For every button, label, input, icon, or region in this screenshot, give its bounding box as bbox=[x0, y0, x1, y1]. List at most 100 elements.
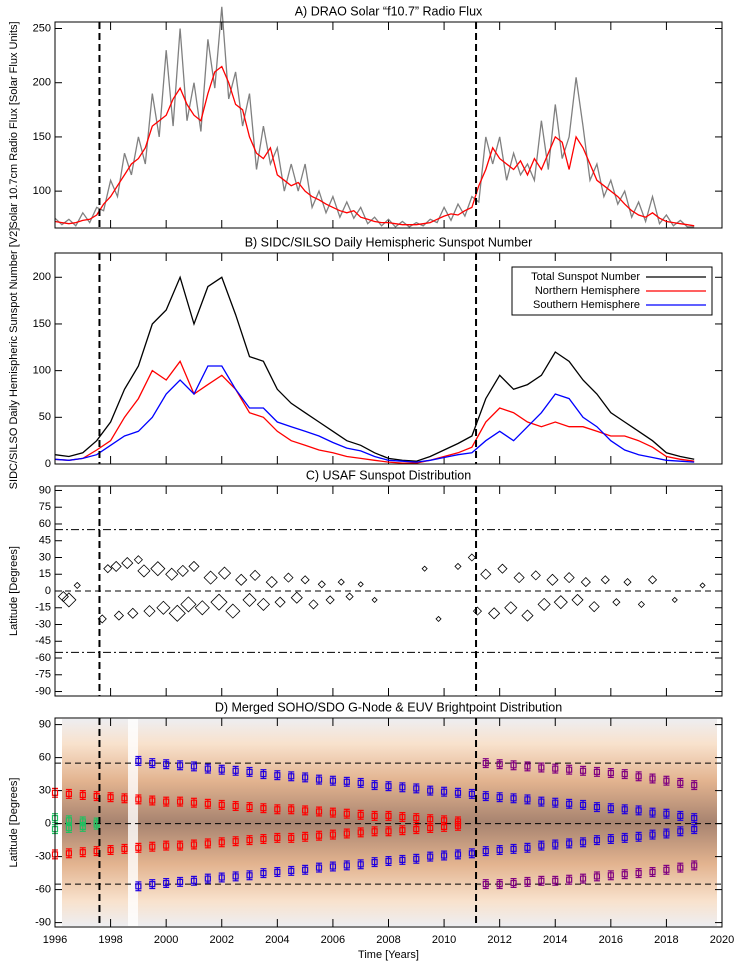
error-point bbox=[149, 879, 156, 890]
x-tick-label: 2020 bbox=[710, 934, 734, 946]
sunspot-marker bbox=[133, 555, 143, 565]
error-point bbox=[427, 785, 434, 796]
error-point bbox=[566, 838, 573, 849]
error-point bbox=[427, 822, 434, 834]
point-marker bbox=[552, 841, 559, 848]
error-point bbox=[552, 763, 559, 774]
error-point bbox=[538, 762, 545, 773]
error-point bbox=[218, 799, 225, 810]
error-point bbox=[190, 797, 198, 808]
sunspot-marker bbox=[497, 563, 508, 574]
legend-label: Northern Hemisphere bbox=[535, 285, 640, 297]
point-marker bbox=[510, 762, 517, 769]
error-point bbox=[454, 820, 462, 831]
error-point bbox=[454, 787, 462, 798]
sunspot-marker bbox=[454, 562, 462, 570]
sunspot-marker bbox=[290, 591, 303, 604]
point-marker bbox=[649, 775, 656, 782]
point-marker bbox=[691, 781, 698, 789]
sunspot-marker bbox=[217, 566, 232, 580]
point-marker bbox=[566, 840, 573, 847]
error-point bbox=[107, 844, 114, 856]
sunspot-marker bbox=[61, 592, 77, 608]
error-point bbox=[566, 764, 573, 775]
error-point bbox=[163, 759, 170, 770]
error-point bbox=[677, 777, 684, 788]
error-point bbox=[399, 854, 406, 865]
y-tick-label: 200 bbox=[33, 271, 51, 283]
y-tick-label: 60 bbox=[39, 518, 51, 530]
point-marker bbox=[274, 834, 281, 842]
error-point bbox=[468, 788, 475, 799]
error-point bbox=[413, 783, 420, 794]
point-marker bbox=[607, 835, 614, 843]
point-marker bbox=[357, 861, 364, 868]
error-point bbox=[607, 767, 614, 779]
sunspot-marker bbox=[637, 600, 645, 608]
error-point bbox=[204, 763, 211, 774]
point-marker bbox=[176, 798, 184, 805]
series-line bbox=[54, 65, 695, 227]
error-point bbox=[176, 876, 184, 887]
error-point bbox=[607, 833, 614, 845]
error-point bbox=[343, 776, 350, 787]
point-marker bbox=[163, 842, 170, 849]
point-marker bbox=[635, 807, 642, 814]
sunspot-marker bbox=[143, 605, 156, 618]
y-tick-label: -60 bbox=[35, 652, 51, 664]
point-marker bbox=[371, 781, 378, 789]
error-point bbox=[635, 771, 642, 782]
sunspot-marker bbox=[357, 581, 364, 588]
point-marker bbox=[510, 795, 517, 802]
sunspot-marker bbox=[513, 572, 525, 584]
sunspot-marker bbox=[194, 600, 210, 616]
error-point bbox=[593, 871, 601, 882]
error-point bbox=[635, 868, 642, 879]
error-point bbox=[496, 844, 503, 856]
sunspot-marker bbox=[472, 606, 482, 616]
point-marker bbox=[315, 776, 323, 783]
error-point bbox=[302, 864, 309, 875]
error-point bbox=[635, 805, 642, 816]
sunspot-marker bbox=[225, 603, 241, 619]
point-marker bbox=[593, 873, 601, 880]
error-point bbox=[621, 869, 628, 880]
point-marker bbox=[190, 877, 198, 884]
point-marker bbox=[329, 777, 337, 784]
sunspot-marker bbox=[103, 564, 113, 574]
point-marker bbox=[232, 767, 239, 774]
error-point bbox=[635, 831, 642, 842]
error-point bbox=[482, 879, 489, 890]
point-marker bbox=[454, 822, 462, 829]
error-point bbox=[357, 827, 364, 838]
point-marker bbox=[621, 871, 628, 878]
sunspot-marker bbox=[73, 581, 81, 589]
error-point bbox=[176, 796, 184, 807]
error-point bbox=[482, 758, 489, 769]
error-point bbox=[552, 839, 559, 850]
point-marker bbox=[399, 856, 406, 864]
error-point bbox=[149, 795, 156, 806]
sunspot-marker bbox=[188, 560, 200, 572]
point-marker bbox=[149, 843, 156, 850]
error-point bbox=[538, 840, 545, 851]
error-point bbox=[232, 836, 239, 847]
sunspot-marker bbox=[337, 578, 345, 586]
sunspot-marker bbox=[249, 569, 261, 581]
point-marker bbox=[357, 779, 364, 787]
sunspot-marker bbox=[265, 575, 278, 589]
error-point bbox=[260, 803, 267, 814]
sunspot-marker bbox=[156, 600, 171, 615]
sunspot-marker bbox=[283, 572, 294, 583]
panel-title: A) DRAO Solar “f10.7” Radio Flux bbox=[295, 4, 483, 18]
error-point bbox=[677, 810, 684, 821]
point-marker bbox=[302, 833, 309, 840]
legend-label: Southern Hemisphere bbox=[533, 299, 640, 311]
error-point bbox=[357, 809, 364, 820]
error-point bbox=[274, 866, 281, 878]
point-marker bbox=[510, 845, 517, 853]
error-point bbox=[621, 804, 628, 815]
point-marker bbox=[232, 838, 239, 845]
point-marker bbox=[79, 791, 86, 799]
point-marker bbox=[302, 866, 309, 873]
